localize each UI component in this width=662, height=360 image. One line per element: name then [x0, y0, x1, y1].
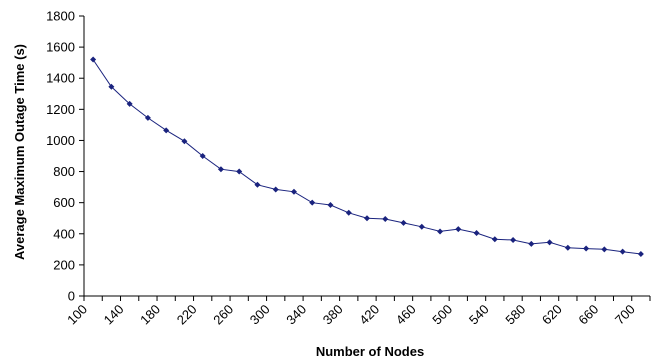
data-point-marker: [510, 237, 517, 243]
data-point-marker: [144, 114, 151, 121]
x-tick-label: 180: [137, 302, 163, 328]
data-point-marker: [637, 251, 644, 257]
data-point-marker: [583, 245, 590, 252]
data-point-marker: [272, 186, 279, 193]
y-tick-label: 800: [53, 164, 75, 179]
data-point-marker: [327, 202, 334, 208]
data-point-marker: [364, 215, 370, 222]
y-tick-label: 1400: [46, 71, 75, 86]
x-tick-label: 540: [466, 302, 492, 328]
data-point-marker: [491, 236, 498, 243]
x-tick-label: 260: [210, 302, 236, 328]
y-tick-label: 400: [53, 226, 75, 241]
x-tick-label: 380: [320, 302, 346, 328]
y-axis-title: Average Maximum Outage Time (s): [12, 44, 27, 260]
data-point-marker: [400, 219, 407, 226]
data-point-marker: [236, 168, 243, 175]
data-point-marker: [199, 153, 206, 159]
data-point-marker: [528, 240, 535, 247]
x-tick-label: 220: [174, 302, 200, 328]
x-tick-label: 460: [393, 302, 419, 328]
data-point-marker: [345, 209, 352, 216]
y-tick-label: 0: [68, 289, 75, 304]
x-tick-label: 140: [101, 302, 127, 328]
y-tick-label: 600: [53, 195, 75, 210]
data-point-marker: [564, 244, 571, 251]
data-point-marker: [254, 181, 261, 188]
data-point-marker: [309, 199, 316, 206]
data-point-marker: [619, 248, 626, 255]
x-tick-label: 660: [575, 302, 601, 328]
x-tick-label: 100: [64, 302, 90, 328]
x-tick-label: 620: [539, 302, 565, 328]
data-point-marker: [108, 83, 115, 90]
x-axis-title: Number of Nodes: [316, 344, 424, 359]
plot-area: 0 200 400 600 800 1000 1200 1400 1600 1800 100 140 1…: [46, 9, 651, 328]
data-point-marker: [217, 166, 224, 173]
x-tick-label: 420: [356, 302, 382, 328]
series-line: [92, 59, 641, 255]
data-point-marker: [455, 226, 462, 233]
x-tick-label: 580: [502, 302, 528, 328]
data-point-marker: [473, 230, 480, 236]
data-point-marker: [546, 239, 553, 246]
data-point-marker: [90, 56, 97, 63]
data-point-marker: [181, 138, 188, 145]
x-tick-label: 300: [247, 302, 273, 328]
data-point-marker: [382, 216, 389, 222]
x-tick-label: 500: [429, 302, 455, 328]
y-tick-label: 1000: [46, 133, 75, 148]
x-tick-label: 700: [612, 302, 638, 328]
data-point-marker: [163, 127, 170, 134]
y-tick-label: 1200: [46, 102, 75, 117]
data-point-marker: [601, 246, 608, 253]
y-tick-label: 1800: [46, 9, 75, 24]
data-point-marker: [126, 100, 133, 107]
x-tick-label: 340: [283, 302, 309, 328]
data-point-marker: [290, 188, 297, 195]
y-tick-label: 1600: [46, 40, 75, 55]
y-tick-label: 200: [53, 257, 75, 272]
data-point-marker: [418, 223, 425, 230]
data-point-marker: [437, 228, 444, 235]
